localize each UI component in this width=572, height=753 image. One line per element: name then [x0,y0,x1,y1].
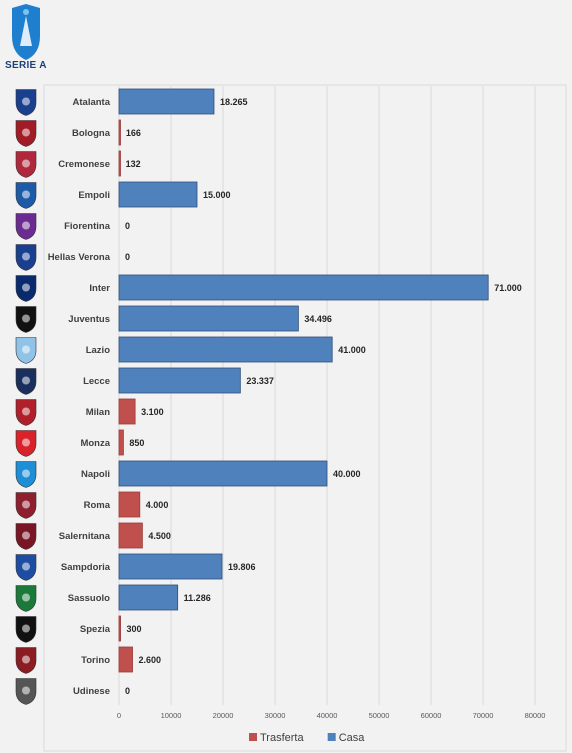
category-label: Lecce [83,376,110,387]
x-tick-label: 10000 [161,711,182,720]
x-tick-label: 60000 [421,711,442,720]
category-label: Roma [84,500,111,511]
category-label: Napoli [81,469,110,480]
bologna-crest-icon [15,120,37,147]
category-label: Hellas Verona [48,252,111,263]
category-label: Sassuolo [68,593,110,604]
data-label: 166 [126,128,141,138]
legend-swatch [249,733,257,741]
bar-lecce [118,367,241,394]
fiorentina-crest-icon [15,213,37,240]
lecce-crest-icon [15,368,37,395]
legend-label: Trasferta [260,732,304,744]
category-label: Juventus [68,314,110,325]
data-label: 4.500 [148,531,171,541]
juventus-crest-icon [15,306,37,333]
category-label: Cremonese [58,159,110,170]
serie-a-logo [12,4,40,60]
x-tick-label: 40000 [317,711,338,720]
bar-atalanta [118,88,215,115]
data-label: 41.000 [338,345,366,355]
category-label: Spezia [80,624,111,635]
sampdoria-crest-icon [15,554,37,581]
data-label: 40.000 [333,469,361,479]
bar-monza [118,429,124,456]
sassuolo-crest-icon [15,585,37,612]
data-label: 15.000 [203,190,231,200]
category-label: Empoli [78,190,110,201]
category-label: Lazio [86,345,110,356]
category-label: Sampdoria [61,562,111,573]
data-label: 0 [125,686,130,696]
lazio-crest-icon [15,337,37,364]
data-label: 34.496 [304,314,332,324]
x-tick-label: 0 [117,711,121,720]
category-label: Udinese [73,686,110,697]
bar-juventus [118,305,299,332]
data-label: 23.337 [246,376,274,386]
data-label: 18.265 [220,97,248,107]
category-label: Inter [89,283,110,294]
empoli-crest-icon [15,182,37,209]
udinese-crest-icon [15,678,37,705]
bar-empoli [118,181,198,208]
category-label: Milan [86,407,110,418]
bar-torino [118,646,133,673]
roma-crest-icon [15,492,37,519]
bar-inter [118,274,489,301]
cremonese-crest-icon [15,151,37,178]
salernitana-crest-icon [15,523,37,550]
x-tick-label: 80000 [525,711,546,720]
legend-swatch [327,733,336,741]
hellas-verona-crest-icon [15,244,37,271]
monza-crest-icon [15,430,37,457]
bar-milan [118,398,136,425]
data-label: 850 [129,438,144,448]
category-label: Salernitana [59,531,111,542]
category-label: Bologna [72,128,111,139]
napoli-crest-icon [15,461,37,488]
category-label: Torino [81,655,110,666]
bar-salernitana [118,522,143,549]
category-label: Atalanta [73,97,111,108]
torino-crest-icon [15,647,37,674]
data-label: 0 [125,221,130,231]
bar-spezia [118,615,121,642]
x-tick-label: 70000 [473,711,494,720]
bar-napoli [118,460,328,487]
bar-roma [118,491,141,518]
category-label: Monza [80,438,110,449]
atalanta-crest-icon [15,89,37,116]
data-label: 132 [126,159,141,169]
data-label: 2.600 [139,655,162,665]
spezia-crest-icon [15,616,37,643]
data-label: 71.000 [494,283,522,293]
legend-label: Casa [339,732,366,744]
x-tick-label: 50000 [369,711,390,720]
x-tick-label: 30000 [265,711,286,720]
bar-sassuolo [118,584,179,611]
data-label: 11.286 [184,593,211,603]
data-label: 19.806 [228,562,256,572]
milan-crest-icon [15,399,37,426]
bar-cremonese [118,150,121,177]
x-tick-label: 20000 [213,711,234,720]
bar-lazio [118,336,333,363]
data-label: 0 [125,252,130,262]
inter-crest-icon [15,275,37,302]
data-label: 3.100 [141,407,164,417]
bar-bologna [118,119,121,146]
data-label: 4.000 [146,500,169,510]
serie-a-logo-text: SERIE A [5,60,47,71]
category-label: Fiorentina [64,221,111,232]
bar-sampdoria [118,553,223,580]
data-label: 300 [127,624,142,634]
